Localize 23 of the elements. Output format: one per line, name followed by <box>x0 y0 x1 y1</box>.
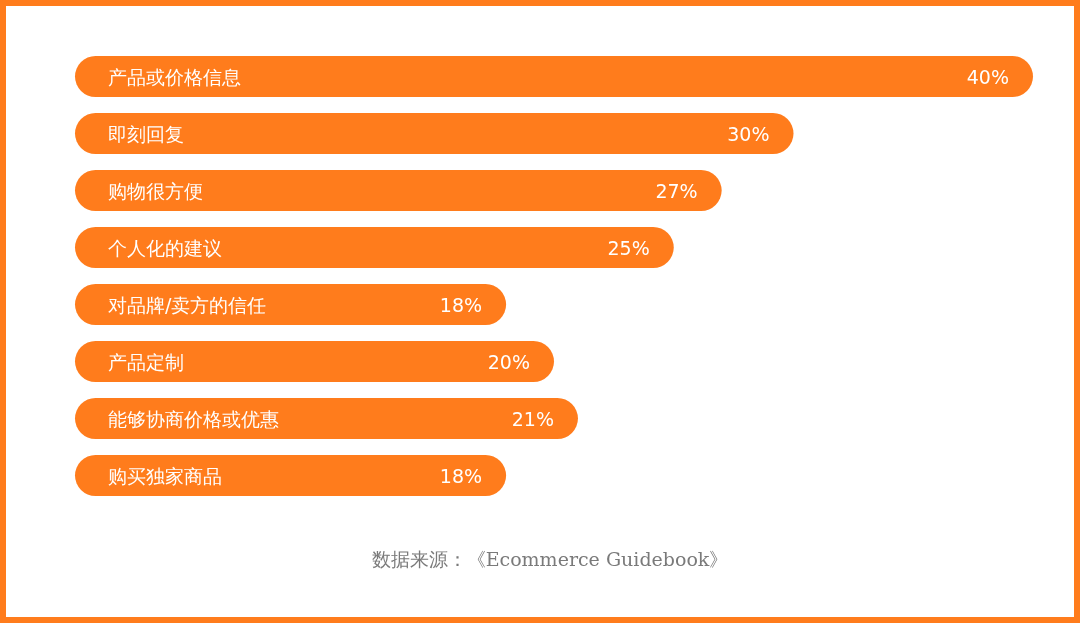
data-label: 40% <box>966 65 1009 88</box>
y-tick-label: 个人化的建议 <box>108 236 222 259</box>
y-tick-label: 购物很方便 <box>108 179 203 202</box>
bar <box>75 341 554 382</box>
data-label: 27% <box>655 179 698 202</box>
bar <box>75 113 794 154</box>
y-tick-label: 购买独家商品 <box>108 464 222 487</box>
y-tick-label: 即刻回复 <box>108 122 184 145</box>
data-label: 25% <box>607 236 650 259</box>
data-label: 18% <box>439 293 483 316</box>
data-label: 30% <box>727 122 770 145</box>
source-note: 数据来源：《Ecommerce Guidebook》 <box>371 548 729 570</box>
bar <box>75 455 507 496</box>
y-tick-label: 产品定制 <box>108 350 184 373</box>
bar <box>75 170 722 211</box>
data-label: 18% <box>439 464 483 487</box>
y-tick-label: 对品牌/卖方的信任 <box>108 293 267 316</box>
bar <box>75 56 1033 97</box>
data-label: 20% <box>487 350 530 373</box>
y-tick-label: 产品或价格信息 <box>108 65 241 88</box>
y-tick-label: 能够协商价格或优惠 <box>108 407 279 430</box>
data-label: 21% <box>511 407 554 430</box>
bar <box>75 227 674 268</box>
